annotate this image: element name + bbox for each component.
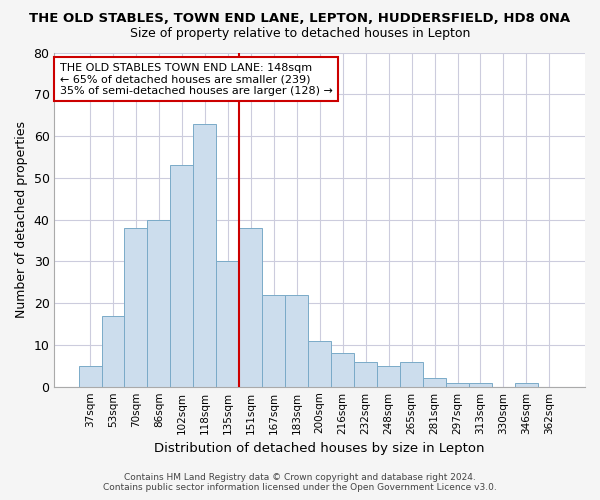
- Bar: [331, 354, 354, 386]
- Bar: [423, 378, 446, 386]
- Bar: [124, 228, 148, 386]
- Bar: [262, 295, 285, 386]
- Bar: [308, 340, 331, 386]
- Text: THE OLD STABLES TOWN END LANE: 148sqm
← 65% of detached houses are smaller (239): THE OLD STABLES TOWN END LANE: 148sqm ← …: [60, 62, 332, 96]
- Bar: [193, 124, 217, 386]
- Y-axis label: Number of detached properties: Number of detached properties: [15, 121, 28, 318]
- Bar: [79, 366, 101, 386]
- Text: Contains HM Land Registry data © Crown copyright and database right 2024.
Contai: Contains HM Land Registry data © Crown c…: [103, 473, 497, 492]
- Bar: [515, 382, 538, 386]
- Bar: [101, 316, 124, 386]
- Text: Size of property relative to detached houses in Lepton: Size of property relative to detached ho…: [130, 28, 470, 40]
- X-axis label: Distribution of detached houses by size in Lepton: Distribution of detached houses by size …: [154, 442, 485, 455]
- Bar: [148, 220, 170, 386]
- Bar: [239, 228, 262, 386]
- Bar: [446, 382, 469, 386]
- Bar: [400, 362, 423, 386]
- Bar: [170, 166, 193, 386]
- Bar: [285, 295, 308, 386]
- Bar: [469, 382, 492, 386]
- Bar: [354, 362, 377, 386]
- Bar: [377, 366, 400, 386]
- Bar: [217, 262, 239, 386]
- Text: THE OLD STABLES, TOWN END LANE, LEPTON, HUDDERSFIELD, HD8 0NA: THE OLD STABLES, TOWN END LANE, LEPTON, …: [29, 12, 571, 26]
